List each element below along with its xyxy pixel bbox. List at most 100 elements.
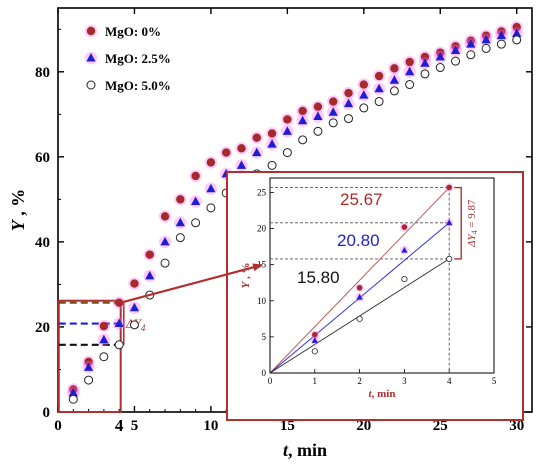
inset-x-tick-label: 4 bbox=[447, 376, 452, 386]
x-tick-label: 0 bbox=[54, 418, 62, 434]
data-point bbox=[420, 69, 430, 79]
data-point bbox=[145, 270, 155, 280]
data-point bbox=[160, 212, 170, 221]
data-point bbox=[68, 394, 78, 404]
inset-data-point bbox=[446, 219, 453, 226]
inset-plot-frame bbox=[269, 177, 495, 374]
x-tick-highlight-label: 4 bbox=[115, 416, 124, 435]
main-data-points bbox=[67, 20, 523, 404]
data-point bbox=[206, 158, 216, 167]
data-point bbox=[481, 43, 491, 53]
inset-value-label: 15.80 bbox=[297, 268, 340, 287]
inset-y-unit: , % bbox=[240, 263, 252, 282]
data-point bbox=[267, 129, 277, 138]
legend-label: MgO: 5.0% bbox=[105, 78, 171, 93]
data-point bbox=[450, 45, 461, 55]
data-point bbox=[496, 30, 507, 40]
data-point bbox=[344, 114, 354, 124]
x-axis-unit: , min bbox=[288, 440, 327, 460]
legend-item: MgO: 5.0% bbox=[86, 78, 171, 93]
inset-data-point bbox=[401, 276, 408, 283]
inset-delta-sub: 4 bbox=[470, 230, 479, 234]
data-point bbox=[466, 39, 476, 48]
data-point bbox=[328, 118, 338, 128]
y-tick-label: 40 bbox=[35, 235, 50, 251]
legend-item: MgO: 0% bbox=[84, 24, 161, 39]
data-point bbox=[405, 57, 414, 67]
data-point bbox=[435, 63, 445, 73]
data-point bbox=[420, 52, 430, 62]
legend: MgO: 0% MgO: 2.5% MgO: 5.0% bbox=[84, 24, 171, 93]
data-point bbox=[344, 88, 353, 98]
data-point bbox=[129, 302, 140, 312]
series-2 bbox=[67, 27, 523, 400]
inset-x-tick-label: 1 bbox=[313, 376, 318, 386]
inset-x-tick-label: 2 bbox=[357, 376, 362, 386]
data-point bbox=[359, 103, 369, 113]
inset-data-point bbox=[356, 284, 363, 291]
inset-y-var: Y bbox=[240, 280, 252, 288]
data-point bbox=[267, 139, 277, 148]
inset-y-tick-label: 5 bbox=[262, 332, 267, 342]
data-point bbox=[359, 80, 369, 89]
inset-data-point bbox=[446, 184, 453, 191]
inset-x-var: t bbox=[369, 388, 373, 400]
data-point bbox=[389, 86, 399, 96]
inset-y-tick-label: 10 bbox=[257, 296, 267, 306]
inset-x-axis-label: t, min bbox=[369, 388, 396, 400]
inset-fit-line bbox=[269, 187, 450, 374]
y-tick-label: 20 bbox=[35, 320, 50, 336]
data-point bbox=[160, 236, 170, 246]
data-point bbox=[282, 148, 292, 158]
data-point bbox=[466, 50, 476, 60]
data-point bbox=[283, 115, 292, 124]
legend-marker bbox=[86, 53, 96, 62]
inset-delta-label: ΔY4 = 9.87 bbox=[466, 199, 479, 248]
x-axis-label: t, min bbox=[283, 440, 327, 460]
data-point bbox=[236, 160, 247, 169]
inset-x-tick-label: 3 bbox=[402, 376, 407, 386]
legend-item: MgO: 2.5% bbox=[84, 51, 171, 66]
inset-data-point bbox=[356, 293, 363, 300]
inset-x-tick-label: 5 bbox=[492, 376, 497, 386]
data-point bbox=[313, 126, 323, 136]
data-point bbox=[298, 115, 308, 125]
data-point bbox=[328, 107, 338, 116]
data-point bbox=[405, 80, 415, 90]
inset-delta-value: = 9.87 bbox=[466, 199, 478, 230]
data-point bbox=[374, 97, 384, 107]
y-tick-label: 0 bbox=[43, 405, 51, 421]
data-point bbox=[374, 71, 384, 81]
y-axis-label: Y , % bbox=[8, 189, 28, 232]
data-point bbox=[329, 97, 338, 106]
legend-marker bbox=[86, 26, 96, 36]
inset-value-label: 25.67 bbox=[340, 190, 383, 209]
inset-data-point bbox=[446, 255, 453, 262]
inset-data-point bbox=[401, 224, 408, 230]
data-point bbox=[313, 102, 323, 111]
inset-y-tick-label: 0 bbox=[262, 368, 267, 378]
inset-y-axis-label: Y , % bbox=[240, 263, 252, 289]
data-point bbox=[451, 56, 461, 66]
data-point bbox=[129, 320, 139, 330]
data-point bbox=[130, 279, 139, 288]
x-tick-label: 15 bbox=[280, 418, 295, 434]
y-axis-unit: , % bbox=[8, 189, 28, 221]
data-point bbox=[282, 126, 292, 135]
inset-data-point bbox=[312, 331, 318, 338]
data-point bbox=[84, 375, 94, 385]
inset-data-point bbox=[401, 246, 408, 253]
data-point bbox=[389, 75, 399, 84]
data-point bbox=[175, 233, 185, 243]
data-point bbox=[145, 250, 154, 259]
data-point bbox=[237, 144, 246, 153]
data-point bbox=[114, 340, 124, 350]
inset-data-point bbox=[311, 337, 318, 343]
data-point bbox=[206, 203, 216, 213]
x-tick-label: 10 bbox=[203, 418, 218, 434]
data-point bbox=[512, 28, 522, 38]
data-point bbox=[160, 258, 170, 268]
inset-value-label: 20.80 bbox=[337, 231, 380, 250]
data-point bbox=[252, 147, 262, 157]
inset-delta-text: ΔY bbox=[466, 233, 478, 248]
